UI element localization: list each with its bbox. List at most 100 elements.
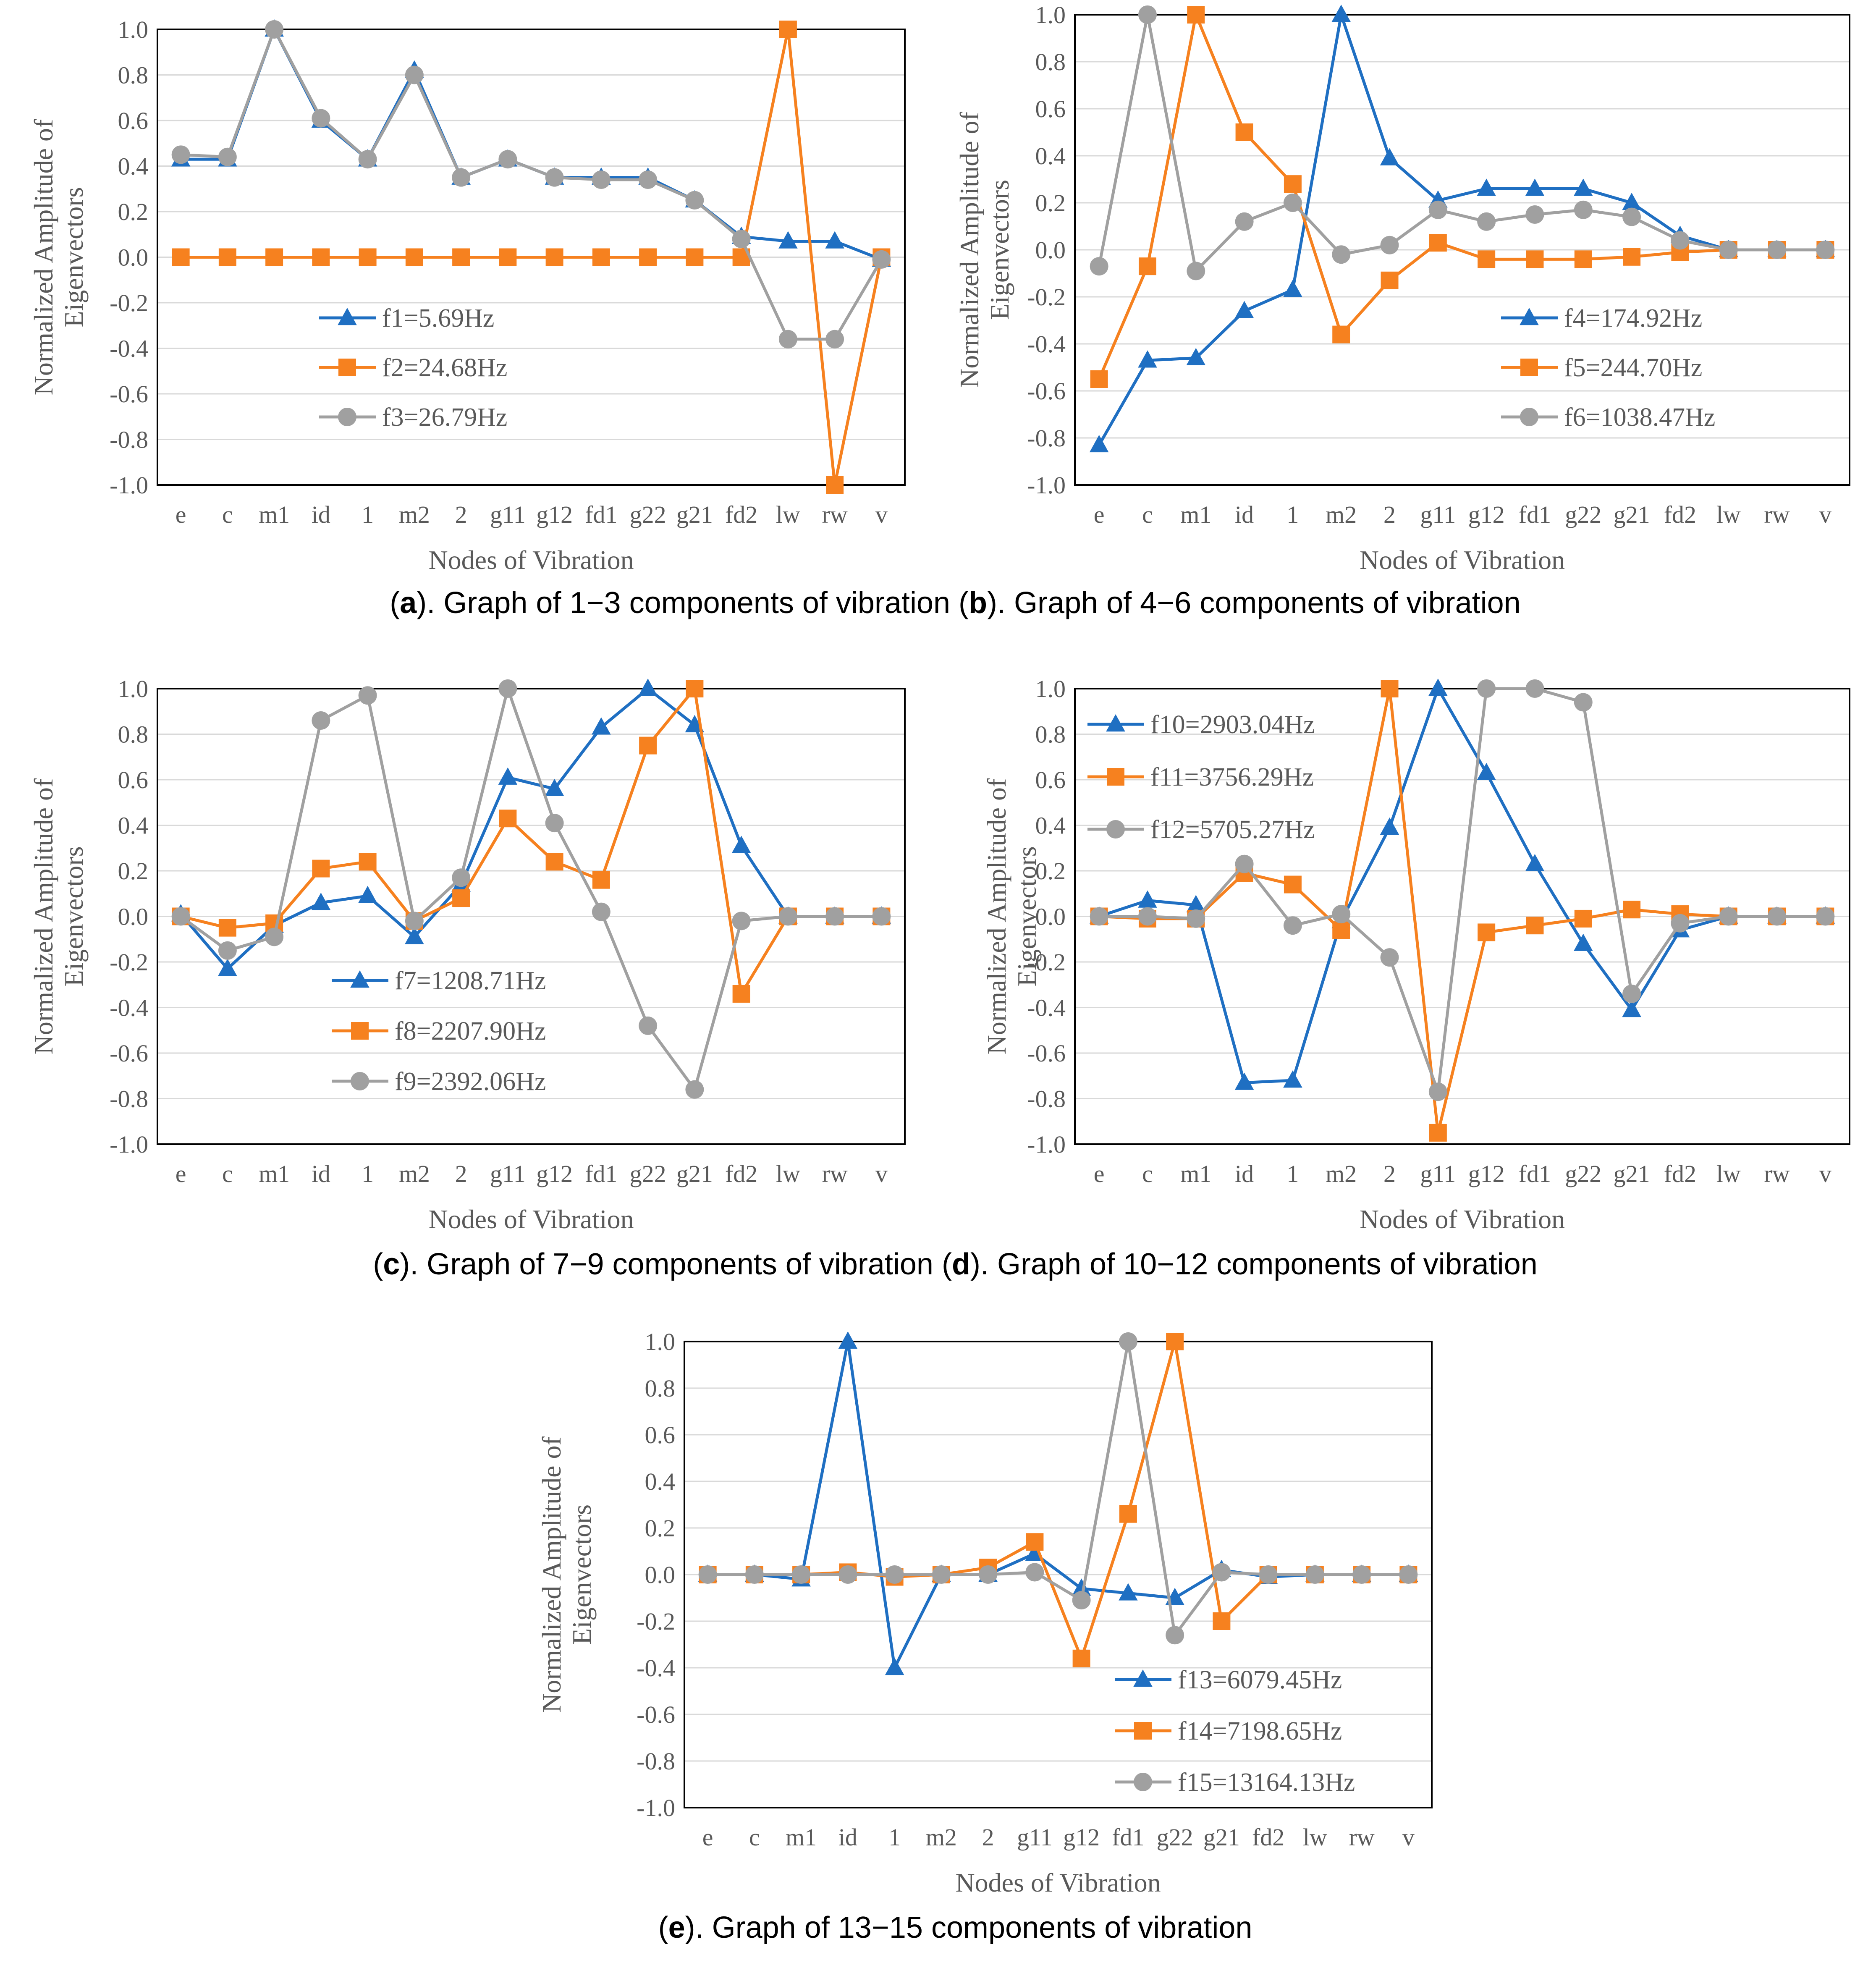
data-point xyxy=(592,248,610,266)
data-point xyxy=(1072,1649,1090,1667)
y-tick-label: -1.0 xyxy=(110,472,148,499)
data-point xyxy=(499,248,517,266)
caption-text: ). Graph of 4−6 components of vibration xyxy=(987,586,1521,620)
data-point xyxy=(1331,5,1351,22)
y-tick-label: -1.0 xyxy=(1027,1131,1066,1158)
series-3 xyxy=(171,20,891,349)
chart-a: 1.0 0.8 0.6 0.4 0.2 0.0 -0.2 -0.4 -0.6 -0.8 -1.0 e c… xyxy=(29,16,906,575)
x-tick-label: g22 xyxy=(1565,501,1601,528)
legend-entry: f4=174.92Hz xyxy=(1501,304,1702,333)
data-point xyxy=(1235,123,1253,141)
data-point xyxy=(1305,1565,1324,1584)
series-2 xyxy=(172,21,891,494)
data-point xyxy=(872,907,891,926)
series-3 xyxy=(171,679,891,1099)
series-line xyxy=(181,28,883,487)
data-point xyxy=(1816,907,1835,926)
data-point xyxy=(698,1565,717,1584)
x-tick-label: rw xyxy=(1764,501,1790,528)
series-line xyxy=(1098,687,1826,1085)
x-tick-label: rw xyxy=(1764,1160,1790,1187)
y-tick-label: 1.0 xyxy=(1035,675,1066,702)
y-tick-label: 0.0 xyxy=(118,244,149,271)
data-point xyxy=(452,889,470,907)
x-tick-label: g21 xyxy=(676,501,713,528)
data-point xyxy=(1574,250,1592,268)
x-tick-label: id xyxy=(312,501,330,528)
data-point xyxy=(638,679,658,696)
data-point xyxy=(1671,914,1690,933)
y-tick-label: -0.4 xyxy=(1027,994,1066,1022)
data-point xyxy=(1526,250,1544,268)
x-tick-label: id xyxy=(1235,501,1254,528)
data-point xyxy=(838,1331,858,1349)
x-tick-label: e xyxy=(176,501,186,528)
figure-caption: (a). Graph of 1−3 components of vibratio… xyxy=(390,586,1520,620)
data-point xyxy=(1284,875,1302,894)
caption-letter: b xyxy=(969,586,987,620)
legend-label: f3=26.79Hz xyxy=(382,403,507,432)
x-tick-label: e xyxy=(176,1160,186,1187)
data-point xyxy=(932,1565,951,1584)
data-point xyxy=(498,767,518,785)
y-tick-label: 0.6 xyxy=(645,1421,676,1449)
data-point xyxy=(1259,1565,1278,1584)
data-point xyxy=(1623,901,1641,919)
data-point xyxy=(358,150,377,169)
y-tick-label: 0.4 xyxy=(1035,812,1066,839)
data-point xyxy=(745,1565,764,1584)
series-line xyxy=(1098,13,1826,446)
chart-c: 1.0 0.8 0.6 0.4 0.2 0.0 -0.2 -0.4 -0.6 -0.8 -1.0 e c… xyxy=(29,675,906,1234)
caption-paren: ( xyxy=(373,1247,383,1281)
y-tick-label: 0.4 xyxy=(118,153,149,180)
data-point xyxy=(265,20,284,39)
y-tick-label: 1.0 xyxy=(645,1328,676,1355)
y-tick-label: -1.0 xyxy=(637,1794,675,1821)
x-tick-label: g11 xyxy=(490,501,526,528)
data-point xyxy=(1138,257,1156,275)
legend-label: f5=244.70Hz xyxy=(1564,354,1702,382)
chart-e: 1.0 0.8 0.6 0.4 0.2 0.0 -0.2 -0.4 -0.6 -0.8 -1.0 e c… xyxy=(537,1328,1433,1897)
data-point xyxy=(1478,250,1496,268)
y-axis-title-line: Normalized Amplitude of xyxy=(954,112,984,388)
data-point xyxy=(1090,257,1108,276)
data-point xyxy=(1768,241,1787,259)
caption-letter: e xyxy=(668,1911,685,1944)
y-tick-label: -0.8 xyxy=(637,1748,675,1775)
y-tick-label: 1.0 xyxy=(118,16,149,43)
data-point xyxy=(359,853,377,871)
caption-text: ). Graph of 10−12 components of vibratio… xyxy=(970,1247,1538,1281)
legend-entry: f13=6079.45Hz xyxy=(1115,1666,1342,1694)
data-point xyxy=(545,814,564,833)
data-point xyxy=(1283,1070,1302,1088)
data-point xyxy=(779,21,797,38)
series-line xyxy=(707,1340,1409,1669)
x-tick-label: fd2 xyxy=(1252,1824,1284,1851)
data-point xyxy=(452,168,471,187)
legend-entry: f15=13164.13Hz xyxy=(1115,1768,1355,1797)
y-tick-label: 0.0 xyxy=(1035,903,1066,930)
data-point xyxy=(1574,693,1593,712)
data-point xyxy=(1026,1533,1044,1551)
y-tick-label: -0.2 xyxy=(637,1608,675,1635)
data-point xyxy=(171,907,190,926)
data-point xyxy=(1283,280,1302,297)
y-tick-label: 0.4 xyxy=(118,812,149,839)
data-point xyxy=(1187,262,1205,280)
y-tick-label: -0.2 xyxy=(1027,949,1066,976)
data-point xyxy=(218,147,237,166)
y-tick-label: 0.0 xyxy=(118,903,149,930)
caption-paren: ( xyxy=(658,1911,668,1944)
data-point xyxy=(545,168,564,187)
data-point xyxy=(218,959,237,976)
data-point xyxy=(1187,6,1205,24)
x-axis-title: Nodes of Vibration xyxy=(428,545,634,575)
y-tick-label: 0.6 xyxy=(118,107,149,134)
legend-entry: f1=5.69Hz xyxy=(319,304,494,333)
data-point xyxy=(359,248,377,266)
data-point xyxy=(1477,763,1496,781)
data-point xyxy=(592,871,610,889)
y-axis-title-line: Eigenvectors xyxy=(1012,846,1042,986)
data-point xyxy=(1719,241,1738,259)
legend-entry: f10=2903.04Hz xyxy=(1087,710,1315,739)
